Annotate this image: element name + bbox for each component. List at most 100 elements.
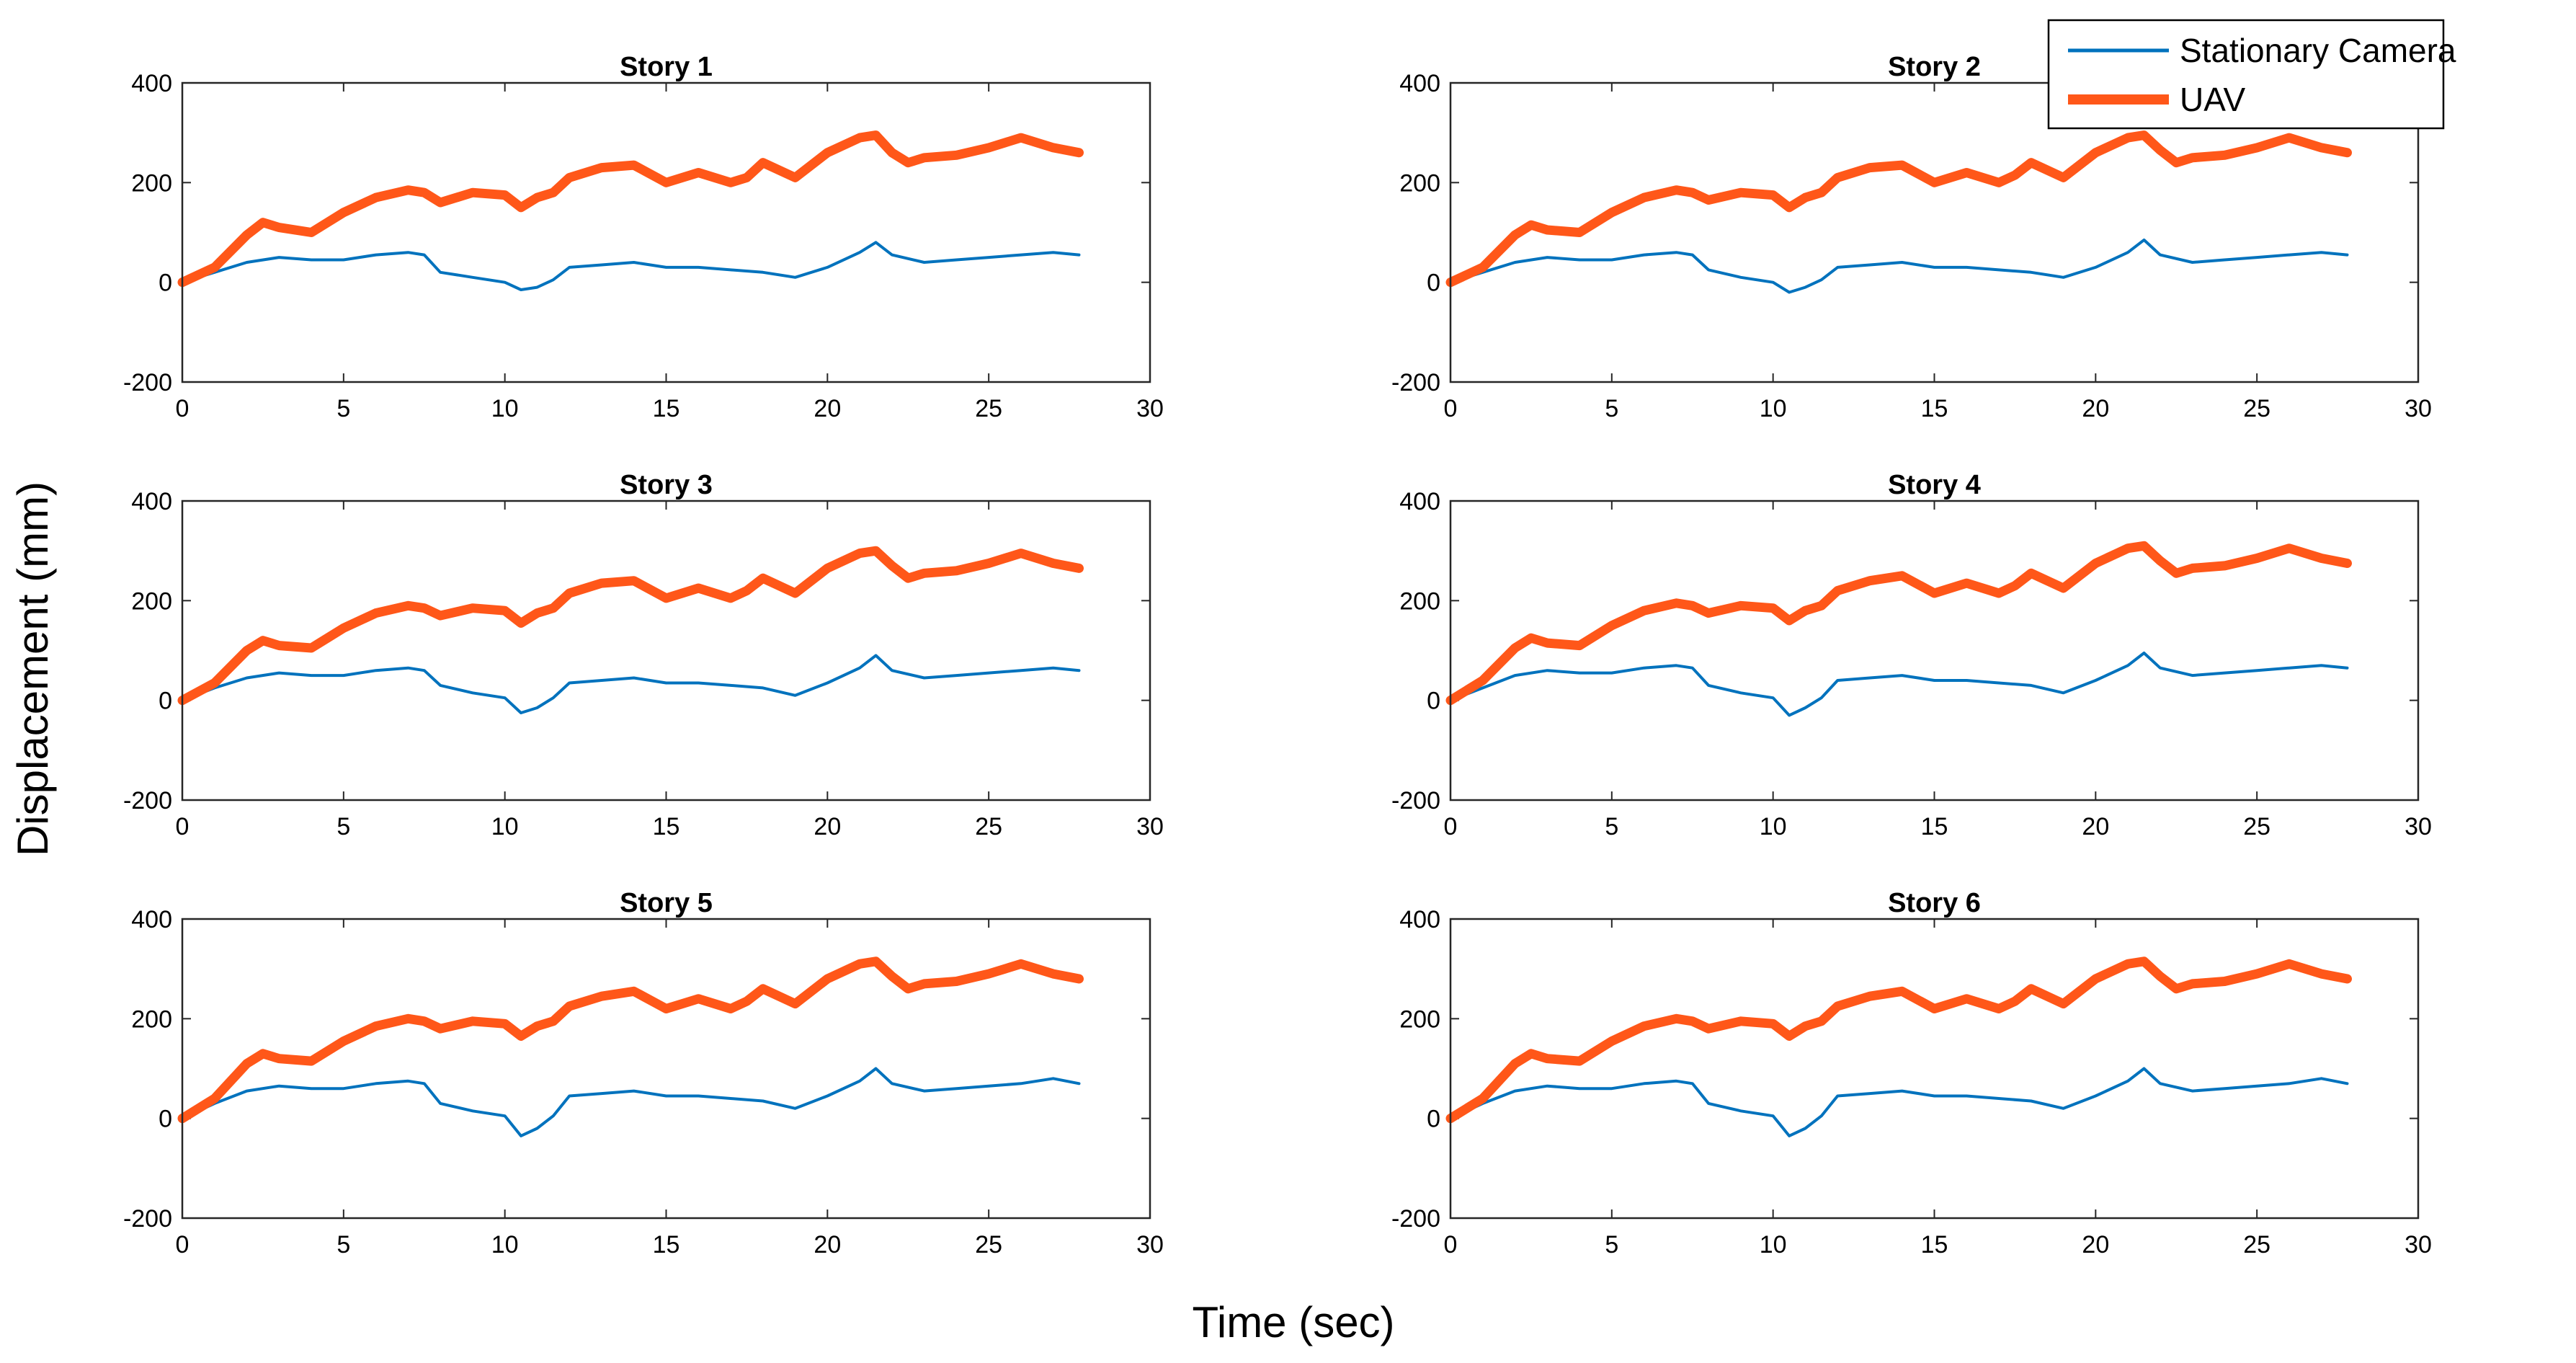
x-tick-label: 15	[653, 813, 680, 840]
x-tick-label: 25	[975, 1231, 1002, 1258]
x-tick-label: 25	[975, 813, 1002, 840]
x-tick-label: 25	[2243, 395, 2270, 422]
y-tick-label: -200	[1391, 369, 1440, 396]
x-tick-label: 30	[1136, 395, 1164, 422]
x-tick-label: 15	[1921, 395, 1948, 422]
panel-title: Story 2	[1888, 52, 1981, 82]
x-tick-label: 5	[337, 395, 350, 422]
x-tick-label: 30	[2405, 395, 2432, 422]
x-axis-label: Time (sec)	[1192, 1298, 1394, 1346]
x-tick-label: 30	[2405, 1231, 2432, 1258]
y-tick-label: 0	[1427, 688, 1440, 715]
x-tick-label: 10	[491, 813, 519, 840]
x-tick-label: 25	[2243, 1231, 2270, 1258]
plot-frame	[1449, 918, 2420, 1220]
x-tick-label: 20	[814, 395, 841, 422]
x-tick-label: 0	[1444, 1231, 1458, 1258]
y-tick-label: -200	[123, 787, 172, 814]
series-line-uav	[1445, 541, 2352, 706]
series-line-stationary-camera	[181, 241, 1081, 291]
series-line-stationary-camera	[1449, 652, 2349, 717]
x-tick-label: 20	[814, 813, 841, 840]
y-tick-label: 0	[159, 688, 172, 715]
y-tick-label: 400	[131, 70, 172, 97]
y-tick-label: 0	[1427, 1106, 1440, 1133]
y-tick-label: 200	[131, 1005, 172, 1033]
legend-label-stationary-camera: Stationary Camera	[2180, 32, 2456, 69]
panel-title: Story 5	[620, 888, 713, 918]
plot-frame	[181, 500, 1151, 802]
legend-label-uav: UAV	[2180, 81, 2245, 118]
x-tick-label: 10	[1760, 395, 1787, 422]
x-tick-label: 5	[1605, 395, 1618, 422]
panel-title: Story 1	[620, 52, 713, 82]
series-line-uav	[177, 546, 1084, 706]
y-tick-label: 0	[1427, 270, 1440, 297]
x-tick-label: 5	[337, 813, 350, 840]
y-tick-label: 200	[131, 169, 172, 197]
y-tick-label: 0	[159, 270, 172, 297]
x-tick-label: 0	[1444, 395, 1458, 422]
panel-title: Story 3	[620, 470, 713, 500]
x-tick-label: 10	[491, 395, 519, 422]
x-tick-label: 15	[653, 395, 680, 422]
y-tick-label: 400	[1399, 906, 1440, 933]
x-tick-label: 5	[1605, 1231, 1618, 1258]
y-tick-label: 200	[1399, 1005, 1440, 1033]
x-tick-label: 0	[176, 813, 190, 840]
x-tick-label: 10	[491, 1231, 519, 1258]
y-tick-label: 200	[131, 587, 172, 615]
legend-box	[2047, 19, 2445, 130]
series-line-uav	[1445, 956, 2352, 1124]
x-tick-label: 30	[1136, 813, 1164, 840]
y-tick-label: -200	[1391, 787, 1440, 814]
series-line-uav	[177, 130, 1084, 288]
series-line-uav	[1445, 130, 2352, 288]
series-line-uav	[177, 956, 1084, 1124]
plot-frame	[1449, 500, 2420, 802]
panel-title: Story 6	[1888, 888, 1981, 918]
x-tick-label: 0	[176, 395, 190, 422]
x-tick-label: 20	[2082, 813, 2109, 840]
series-line-stationary-camera	[1449, 1067, 2349, 1137]
x-tick-label: 5	[1605, 813, 1618, 840]
y-tick-label: 400	[1399, 488, 1440, 515]
x-tick-label: 0	[1444, 813, 1458, 840]
series-line-stationary-camera	[181, 654, 1081, 714]
x-tick-label: 20	[2082, 1231, 2109, 1258]
x-tick-label: 5	[337, 1231, 350, 1258]
x-tick-label: 15	[1921, 1231, 1948, 1258]
y-tick-label: -200	[123, 1205, 172, 1233]
y-tick-label: 400	[131, 488, 172, 515]
y-tick-label: -200	[123, 369, 172, 396]
x-tick-label: 25	[975, 395, 1002, 422]
x-tick-label: 15	[653, 1231, 680, 1258]
plot-frame	[181, 81, 1151, 383]
x-tick-label: 30	[1136, 1231, 1164, 1258]
plot-frame	[181, 918, 1151, 1220]
x-tick-label: 10	[1760, 1231, 1787, 1258]
series-line-stationary-camera	[181, 1067, 1081, 1137]
y-axis-label: Displacement (mm)	[9, 481, 57, 856]
y-tick-label: 200	[1399, 169, 1440, 197]
x-tick-label: 0	[176, 1231, 190, 1258]
x-tick-label: 10	[1760, 813, 1787, 840]
y-tick-label: 400	[131, 906, 172, 933]
x-tick-label: 20	[814, 1231, 841, 1258]
x-tick-label: 30	[2405, 813, 2432, 840]
legend: Stationary Camera UAV	[2047, 19, 2456, 130]
y-tick-label: 0	[159, 1106, 172, 1133]
plot-frame	[1449, 81, 2420, 383]
series-line-stationary-camera	[1449, 238, 2349, 294]
panel-title: Story 4	[1888, 470, 1981, 500]
x-tick-label: 15	[1921, 813, 1948, 840]
y-tick-label: 400	[1399, 70, 1440, 97]
